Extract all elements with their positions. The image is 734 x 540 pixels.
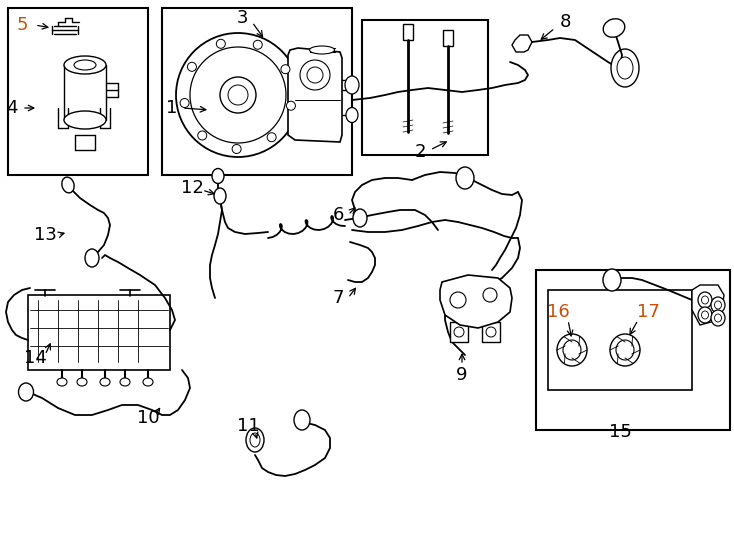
Bar: [403, 24, 413, 40]
Ellipse shape: [456, 167, 474, 189]
Ellipse shape: [346, 107, 358, 123]
Bar: [482, 322, 500, 342]
Text: 17: 17: [636, 303, 659, 321]
Ellipse shape: [563, 340, 581, 360]
Ellipse shape: [100, 378, 110, 386]
Ellipse shape: [603, 19, 625, 37]
Circle shape: [253, 40, 262, 49]
Circle shape: [187, 62, 197, 71]
Ellipse shape: [345, 76, 359, 94]
Text: 12: 12: [181, 179, 203, 197]
Ellipse shape: [714, 301, 722, 309]
Text: 5: 5: [16, 16, 28, 34]
Circle shape: [483, 288, 497, 302]
Text: 13: 13: [34, 226, 57, 244]
Circle shape: [232, 145, 241, 153]
Circle shape: [454, 327, 464, 337]
Bar: [443, 30, 453, 46]
Ellipse shape: [212, 168, 224, 184]
Text: 14: 14: [23, 349, 46, 367]
Ellipse shape: [57, 378, 67, 386]
Text: 15: 15: [608, 423, 631, 441]
Ellipse shape: [702, 296, 708, 304]
Ellipse shape: [711, 310, 725, 326]
Ellipse shape: [250, 433, 260, 447]
Circle shape: [180, 98, 189, 107]
Ellipse shape: [64, 111, 106, 129]
Ellipse shape: [617, 57, 633, 79]
Text: 6: 6: [333, 206, 344, 224]
Ellipse shape: [62, 177, 74, 193]
Ellipse shape: [85, 249, 99, 267]
Text: 1: 1: [167, 99, 178, 117]
Circle shape: [450, 292, 466, 308]
Bar: [28, 295, 170, 370]
Circle shape: [176, 33, 300, 157]
Bar: [548, 290, 692, 390]
Circle shape: [486, 327, 496, 337]
Ellipse shape: [294, 410, 310, 430]
Ellipse shape: [214, 188, 226, 204]
Ellipse shape: [74, 60, 96, 70]
Polygon shape: [440, 275, 512, 328]
Text: 8: 8: [559, 13, 571, 31]
Text: 4: 4: [7, 99, 18, 117]
Bar: [162, 8, 352, 175]
Ellipse shape: [698, 292, 712, 308]
Polygon shape: [512, 35, 532, 52]
Text: 3: 3: [236, 9, 248, 27]
Ellipse shape: [77, 378, 87, 386]
Ellipse shape: [603, 269, 621, 291]
Bar: [8, 8, 148, 175]
Polygon shape: [692, 285, 724, 325]
Bar: [362, 20, 488, 155]
Ellipse shape: [698, 307, 712, 323]
Circle shape: [190, 47, 286, 143]
Ellipse shape: [714, 314, 722, 322]
Text: 2: 2: [414, 143, 426, 161]
Ellipse shape: [353, 209, 367, 227]
Text: 7: 7: [333, 289, 344, 307]
Ellipse shape: [610, 334, 640, 366]
Ellipse shape: [246, 428, 264, 452]
Circle shape: [217, 39, 225, 48]
Ellipse shape: [616, 340, 634, 360]
Ellipse shape: [611, 49, 639, 87]
Bar: [450, 322, 468, 342]
Text: 16: 16: [547, 303, 570, 321]
Text: 10: 10: [137, 409, 159, 427]
Ellipse shape: [711, 297, 725, 313]
Text: 11: 11: [236, 417, 259, 435]
Ellipse shape: [702, 311, 708, 319]
Ellipse shape: [18, 383, 34, 401]
Ellipse shape: [64, 56, 106, 74]
Ellipse shape: [310, 46, 335, 54]
Polygon shape: [288, 48, 342, 142]
Circle shape: [220, 77, 256, 113]
Ellipse shape: [143, 378, 153, 386]
Circle shape: [286, 101, 295, 110]
Ellipse shape: [120, 378, 130, 386]
Circle shape: [267, 133, 276, 141]
Circle shape: [281, 65, 290, 73]
Bar: [536, 270, 730, 430]
Text: 9: 9: [457, 366, 468, 384]
Circle shape: [300, 60, 330, 90]
Circle shape: [307, 67, 323, 83]
Circle shape: [197, 131, 207, 140]
Circle shape: [228, 85, 248, 105]
Ellipse shape: [557, 334, 587, 366]
